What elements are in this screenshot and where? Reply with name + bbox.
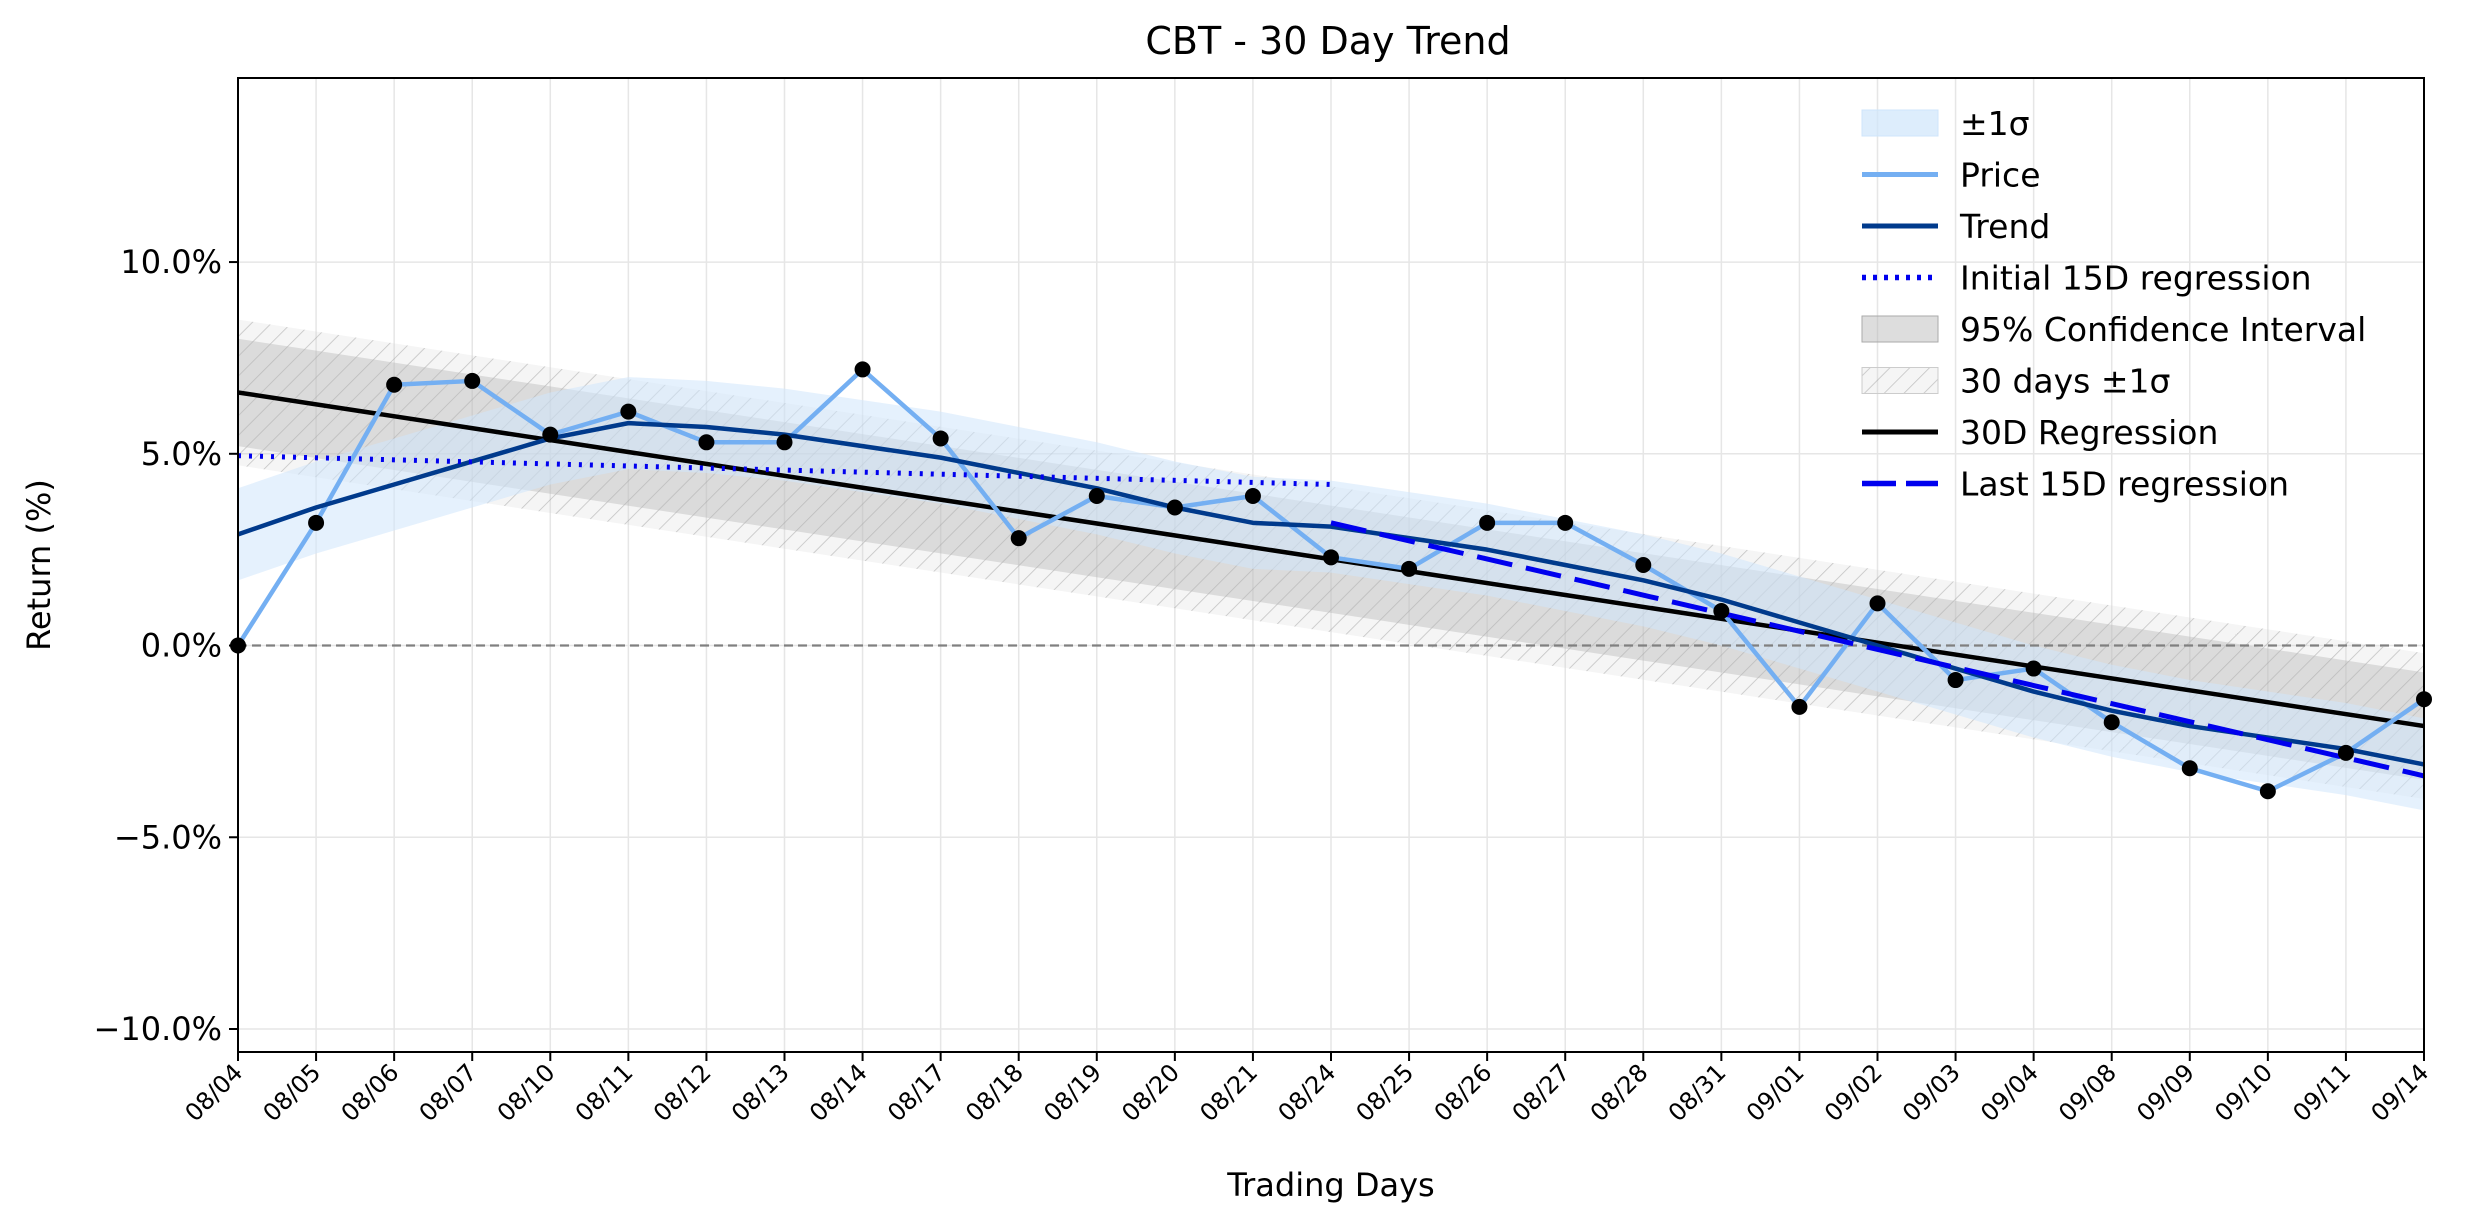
x-tick-label: 08/13 — [726, 1058, 795, 1127]
x-tick-label: 08/28 — [1585, 1058, 1654, 1127]
legend-swatch — [1861, 367, 1939, 394]
legend-item: 95% Confidence Interval — [1861, 310, 2366, 349]
y-tick-label: −10.0% — [94, 1010, 222, 1048]
legend-swatch — [1861, 315, 1939, 343]
x-tick-label: 08/05 — [258, 1058, 327, 1127]
x-tick-label: 08/25 — [1351, 1058, 1420, 1127]
x-tick-label: 08/06 — [336, 1058, 405, 1127]
legend: ±1σ Price Trend Initial 15D regression 95% C… — [1861, 104, 2366, 504]
x-tick-label: 09/08 — [2053, 1058, 2122, 1127]
legend-item: Trend — [1862, 207, 2050, 246]
price-point — [854, 361, 871, 378]
legend-label: 30D Regression — [1960, 413, 2218, 452]
x-tick-label: 08/17 — [882, 1058, 951, 1127]
x-tick-label: 08/12 — [648, 1058, 717, 1127]
price-point — [386, 376, 403, 393]
x-tick-label: 09/09 — [2131, 1058, 2200, 1127]
price-markers — [230, 361, 2432, 800]
price-point — [1010, 530, 1027, 547]
price-point — [1791, 698, 1808, 715]
legend-item: Price — [1862, 156, 2041, 195]
legend-label: ±1σ — [1960, 104, 2030, 143]
price-point — [1088, 487, 1105, 504]
price-point — [1401, 560, 1418, 577]
x-tick-label: 08/27 — [1507, 1058, 1576, 1127]
legend-label: 30 days ±1σ — [1960, 362, 2170, 401]
legend-item: ±1σ — [1861, 104, 2030, 143]
y-tick-label: 10.0% — [120, 243, 222, 281]
x-tick-label: 08/19 — [1038, 1058, 1107, 1127]
price-point — [1635, 557, 1652, 573]
x-tick-label: 09/03 — [1897, 1058, 1966, 1127]
legend-item: 30 days ±1σ — [1861, 362, 2170, 401]
x-tick-label: 08/21 — [1194, 1058, 1263, 1127]
x-tick-label: 09/01 — [1741, 1058, 1810, 1127]
price-point — [776, 434, 793, 451]
price-point — [1557, 514, 1574, 531]
legend-item: Initial 15D regression — [1862, 259, 2312, 298]
x-tick-label: 08/07 — [414, 1058, 483, 1127]
price-point — [2259, 783, 2276, 800]
price-point — [1244, 487, 1261, 504]
series-line-trend — [238, 420, 2424, 767]
x-tick-label: 09/10 — [2209, 1058, 2278, 1127]
price-point — [308, 514, 325, 531]
legend-swatch — [1861, 109, 1939, 137]
x-tick-label: 09/04 — [1975, 1058, 2044, 1127]
y-tick-label: 5.0% — [141, 435, 222, 473]
x-tick-label: 08/26 — [1429, 1058, 1498, 1127]
price-point — [2103, 714, 2120, 731]
price-point — [1166, 499, 1183, 516]
x-tick-label: 08/20 — [1116, 1058, 1185, 1127]
price-point — [1323, 549, 1339, 566]
x-tick-label: 08/18 — [960, 1058, 1029, 1127]
x-tick-label: 09/11 — [2287, 1058, 2356, 1127]
price-point — [1869, 595, 1886, 612]
legend-label: 95% Confidence Interval — [1960, 310, 2366, 349]
price-point — [1947, 672, 1964, 689]
legend-label: Price — [1960, 156, 2041, 195]
legend-item: 30D Regression — [1862, 413, 2218, 452]
x-tick-label: 08/14 — [804, 1058, 873, 1127]
x-tick-label: 09/02 — [1819, 1058, 1888, 1127]
price-point — [2337, 744, 2354, 761]
x-tick-label: 08/24 — [1273, 1058, 1342, 1127]
band--1- — [238, 377, 2424, 811]
price-point — [620, 403, 637, 420]
legend-label: Trend — [1959, 207, 2050, 246]
y-axis-label: Return (%) — [20, 479, 58, 651]
x-tick-label: 09/14 — [2366, 1058, 2435, 1127]
x-tick-label: 08/31 — [1663, 1058, 1732, 1127]
legend-label: Initial 15D regression — [1960, 259, 2312, 298]
x-axis-label: Trading Days — [1226, 1166, 1434, 1204]
y-tick-label: −5.0% — [114, 818, 222, 856]
x-axis-ticks: 08/04 08/05 08/06 08/07 08/10 08/11 08/12 08/13… — [180, 1052, 2435, 1127]
y-axis-ticks: −10.0% −5.0% 0.0% 5.0% 10.0% — [94, 243, 238, 1048]
series-line-last-15d-regression — [1330, 520, 2424, 779]
x-tick-label: 08/11 — [570, 1058, 639, 1127]
price-point — [1479, 514, 1496, 531]
price-point — [464, 372, 481, 389]
chart-title: CBT - 30 Day Trend — [1145, 19, 1510, 63]
price-point — [932, 430, 949, 447]
price-point — [1713, 603, 1730, 620]
price-point — [2181, 760, 2198, 777]
price-point — [542, 426, 559, 443]
y-tick-label: 0.0% — [141, 627, 222, 665]
legend-item: Last 15D regression — [1862, 465, 2289, 504]
price-point — [2025, 660, 2042, 677]
legend-label: Last 15D regression — [1960, 465, 2289, 504]
price-point — [698, 434, 715, 451]
x-tick-label: 08/04 — [180, 1058, 249, 1127]
x-tick-label: 08/10 — [492, 1058, 561, 1127]
